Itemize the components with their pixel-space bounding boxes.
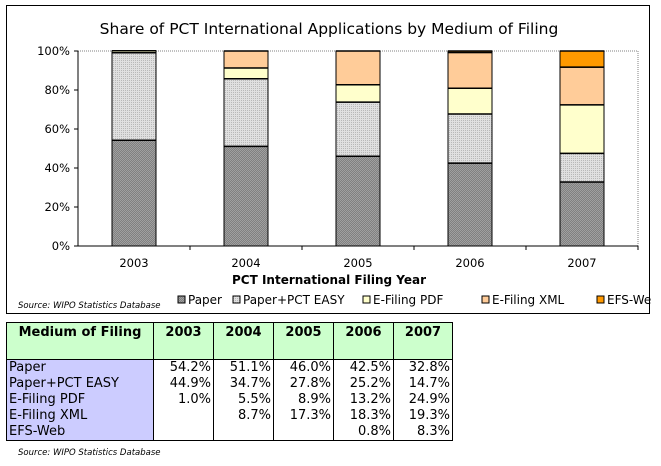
table-cell: 18.3%	[333, 408, 394, 424]
legend-label: E-Filing XML	[492, 293, 565, 307]
y-tick-label: 0%	[52, 239, 70, 253]
table-cell: 25.2%	[333, 376, 394, 392]
bar-segment	[111, 139, 157, 247]
table-cell	[273, 424, 334, 441]
bar-segment	[559, 152, 605, 183]
bar-segment	[559, 104, 605, 154]
bar-segment	[223, 145, 269, 247]
bar-segment	[447, 113, 493, 164]
table-cell: 42.5%	[333, 359, 394, 376]
table-cell: 19.3%	[393, 408, 453, 424]
table-row: Paper 54.2% 51.1% 46.0% 42.5% 32.8%	[6, 359, 453, 376]
table-cell: 8.7%	[213, 408, 274, 424]
table-row: E-Filing XML 8.7% 17.3% 18.3% 19.3%	[6, 408, 453, 424]
legend-item: E-Filing PDF	[362, 293, 443, 307]
legend-label: Paper	[188, 293, 222, 307]
header-year: 2005	[273, 322, 334, 360]
table-cell: 14.7%	[393, 376, 453, 392]
legend-label: Paper+PCT EASY	[243, 293, 345, 307]
table-header-row: Medium of Filing 2003 2004 2005 2006 200…	[6, 322, 453, 360]
table-cell: 34.7%	[213, 376, 274, 392]
table-cell	[213, 424, 274, 441]
bar-segment	[559, 50, 605, 68]
table-source-note: Source: WIPO Statistics Database	[18, 448, 161, 458]
bar-segment	[223, 78, 269, 147]
table-cell	[153, 408, 214, 424]
x-tick-label: 2005	[343, 256, 372, 270]
legend-label: EFS-Web	[607, 293, 651, 307]
x-tick-label: 2004	[231, 256, 260, 270]
x-tick-label: 2007	[567, 256, 596, 270]
bar-segment	[111, 52, 157, 141]
table-row: E-Filing PDF 1.0% 5.5% 8.9% 13.2% 24.9%	[6, 392, 453, 408]
legend-swatch	[177, 295, 186, 304]
legend-swatch	[596, 295, 605, 304]
row-label: Paper+PCT EASY	[6, 376, 154, 392]
row-label: E-Filing XML	[6, 408, 154, 424]
y-tick-label: 40%	[44, 161, 70, 175]
chart-title: Share of PCT International Applications …	[100, 20, 559, 38]
x-tick-label: 2003	[119, 256, 148, 270]
legend-swatch	[362, 295, 371, 304]
table-cell: 27.8%	[273, 376, 334, 392]
table-cell: 1.0%	[153, 392, 214, 408]
bar-segment	[559, 181, 605, 247]
header-year: 2003	[153, 322, 214, 360]
legend-swatch	[481, 295, 490, 304]
row-label: Paper	[6, 359, 154, 376]
legend-item: Paper	[177, 293, 222, 307]
chart-frame: Share of PCT International Applications …	[6, 5, 651, 314]
bar-segment	[335, 101, 381, 157]
row-label: EFS-Web	[6, 424, 154, 441]
y-tick-label: 60%	[44, 122, 70, 136]
table-cell: 32.8%	[393, 359, 453, 376]
x-tick-label: 2006	[455, 256, 484, 270]
bar-segment	[559, 66, 605, 106]
header-year: 2006	[333, 322, 394, 360]
table-cell: 54.2%	[153, 359, 214, 376]
legend-item: EFS-Web	[596, 293, 651, 307]
bar-segment	[223, 50, 269, 69]
legend-item: E-Filing XML	[481, 293, 565, 307]
table-cell: 5.5%	[213, 392, 274, 408]
bar-segment	[335, 155, 381, 247]
table-cell: 51.1%	[213, 359, 274, 376]
table-cell: 8.3%	[393, 424, 453, 441]
legend-label: E-Filing PDF	[373, 293, 443, 307]
table-cell: 24.9%	[393, 392, 453, 408]
table-cell: 44.9%	[153, 376, 214, 392]
header-medium: Medium of Filing	[6, 322, 154, 360]
source-note: Source: WIPO Statistics Database	[18, 301, 161, 311]
row-label: E-Filing PDF	[6, 392, 154, 408]
bar-segment	[447, 52, 493, 89]
header-year: 2007	[393, 322, 453, 360]
table-cell: 8.9%	[273, 392, 334, 408]
legend-item: Paper+PCT EASY	[232, 293, 345, 307]
plot-area: 2003 2004 2005 2006 2007 0% 20% 40% 60% 80% 100%	[37, 44, 639, 270]
bar-segment	[223, 67, 269, 80]
table-cell: 17.3%	[273, 408, 334, 424]
table-cell: 0.8%	[333, 424, 394, 441]
legend: Paper Paper+PCT EASY E-Filing PDF E-Filing …	[177, 293, 651, 307]
bar-segment	[447, 87, 493, 115]
table-row: Paper+PCT EASY 44.9% 34.7% 27.8% 25.2% 14.7%	[6, 376, 453, 392]
header-year: 2004	[213, 322, 274, 360]
legend-swatch	[232, 295, 241, 304]
bar-segment	[335, 50, 381, 86]
y-tick-label: 100%	[37, 44, 70, 58]
table-cell	[153, 424, 214, 441]
table-cell: 13.2%	[333, 392, 394, 408]
bar-segment	[335, 84, 381, 103]
stacked-bar-chart: Share of PCT International Applications …	[18, 20, 651, 311]
table-cell: 46.0%	[273, 359, 334, 376]
table-row: EFS-Web 0.8% 8.3%	[6, 424, 453, 441]
x-axis-label: PCT International Filing Year	[232, 273, 426, 287]
y-tick-label: 80%	[44, 83, 70, 97]
y-tick-label: 20%	[44, 200, 70, 214]
data-table: Medium of Filing 2003 2004 2005 2006 200…	[6, 322, 453, 441]
bar-segment	[447, 162, 493, 247]
